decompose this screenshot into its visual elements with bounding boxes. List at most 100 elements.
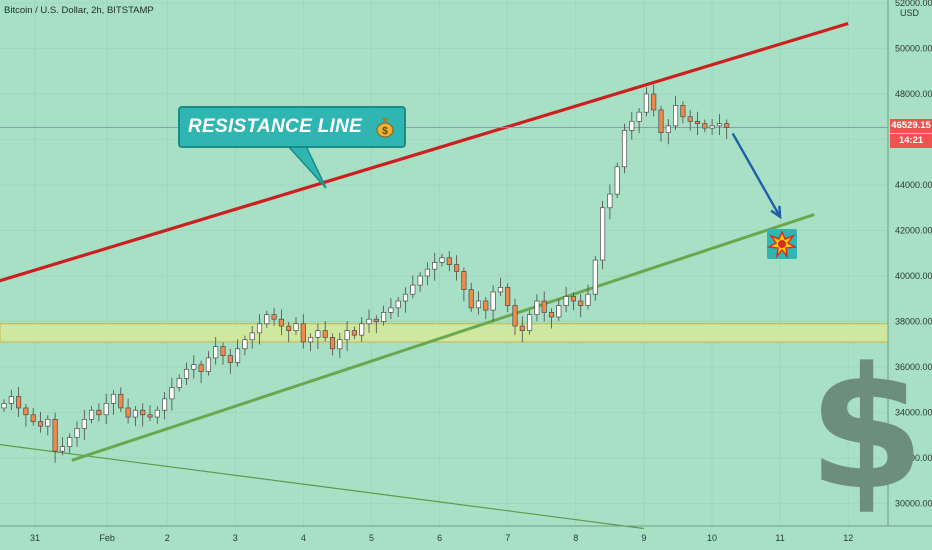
candle [103,403,109,416]
candle [1,403,7,409]
candle [315,330,321,338]
candle [570,296,576,302]
candle [512,305,518,327]
countdown-tag: 14:21 [890,134,932,148]
candle [505,287,511,306]
y-tick-label: 38000.00 [895,317,932,327]
y-tick-label: 36000.00 [895,362,932,372]
x-tick-label: 31 [30,533,40,543]
candle [388,307,394,313]
candle [497,287,503,293]
candle [636,111,642,122]
candle [300,323,306,343]
candle [183,368,190,379]
candle [337,339,343,350]
candle [454,264,460,272]
grid [0,0,888,526]
candle [680,105,686,118]
candle [490,291,496,311]
candle [125,407,131,418]
candle [585,293,591,306]
candle [381,312,387,322]
candle [541,300,547,313]
candle [45,418,51,427]
candle [563,296,569,306]
candle [169,387,175,400]
svg-text:$: $ [382,126,388,137]
candle [629,120,635,131]
candle [329,337,336,350]
y-tick-label: 48000.00 [895,89,932,99]
candle [439,257,445,263]
candle [673,105,679,127]
candle [665,125,671,134]
candle [446,257,452,265]
candle [37,421,44,427]
candle [256,323,263,334]
candle [30,414,36,422]
x-tick-label: 12 [843,533,853,543]
x-tick-label: Feb [99,533,115,543]
resistance-line[interactable] [0,21,849,291]
candle [373,318,379,322]
y-tick-label: 32000.00 [895,453,932,463]
candle [176,378,182,388]
candle [271,314,277,320]
candle [724,123,730,128]
support-zone [0,323,889,343]
candle [59,446,65,452]
candle [198,364,204,372]
resistance-label: RESISTANCE LINE [188,116,363,137]
candle [235,348,241,363]
candle [475,300,482,309]
candle [242,339,248,350]
candle [96,409,102,416]
candle [81,418,87,429]
candle [578,300,584,306]
candle [286,325,292,331]
candle [651,93,657,111]
candle [366,318,372,325]
candle [432,262,438,270]
candle [8,396,14,404]
candle [548,312,555,318]
candle [140,409,146,416]
candle [264,314,270,325]
candle [410,284,416,295]
candle [716,123,722,127]
time-axis[interactable]: 31 Feb 2 3 4 5 6 7 8 9 10 11 12 [0,525,932,543]
candle [359,323,365,336]
candle [709,125,715,129]
lower-trend-line[interactable] [0,440,644,530]
x-tick-label: 4 [301,533,306,543]
candle [643,93,649,113]
candle [694,120,701,124]
candle [205,357,211,372]
candle [227,355,233,363]
candle [519,325,525,331]
x-tick-label: 5 [369,533,374,543]
candle [249,332,255,341]
candle [344,330,350,341]
candle [556,305,562,318]
candle [16,396,22,409]
candle [527,314,533,331]
projection-arrow[interactable] [731,132,782,220]
candle [154,409,160,418]
candle [110,393,117,404]
candle [592,259,598,295]
support-line[interactable] [71,213,815,462]
x-tick-label: 8 [573,533,578,543]
y-tick-label: 44000.00 [895,180,932,190]
candle [52,418,58,452]
candle [468,289,474,309]
y-tick-label: 52000.00 [895,0,932,8]
x-tick-label: 11 [775,533,784,543]
resistance-callout[interactable]: RESISTANCE LINE $ [178,106,406,148]
candle [614,166,620,195]
candle [147,414,153,418]
currency-label: USD [900,8,920,18]
candle [89,409,95,420]
candle [67,437,73,447]
